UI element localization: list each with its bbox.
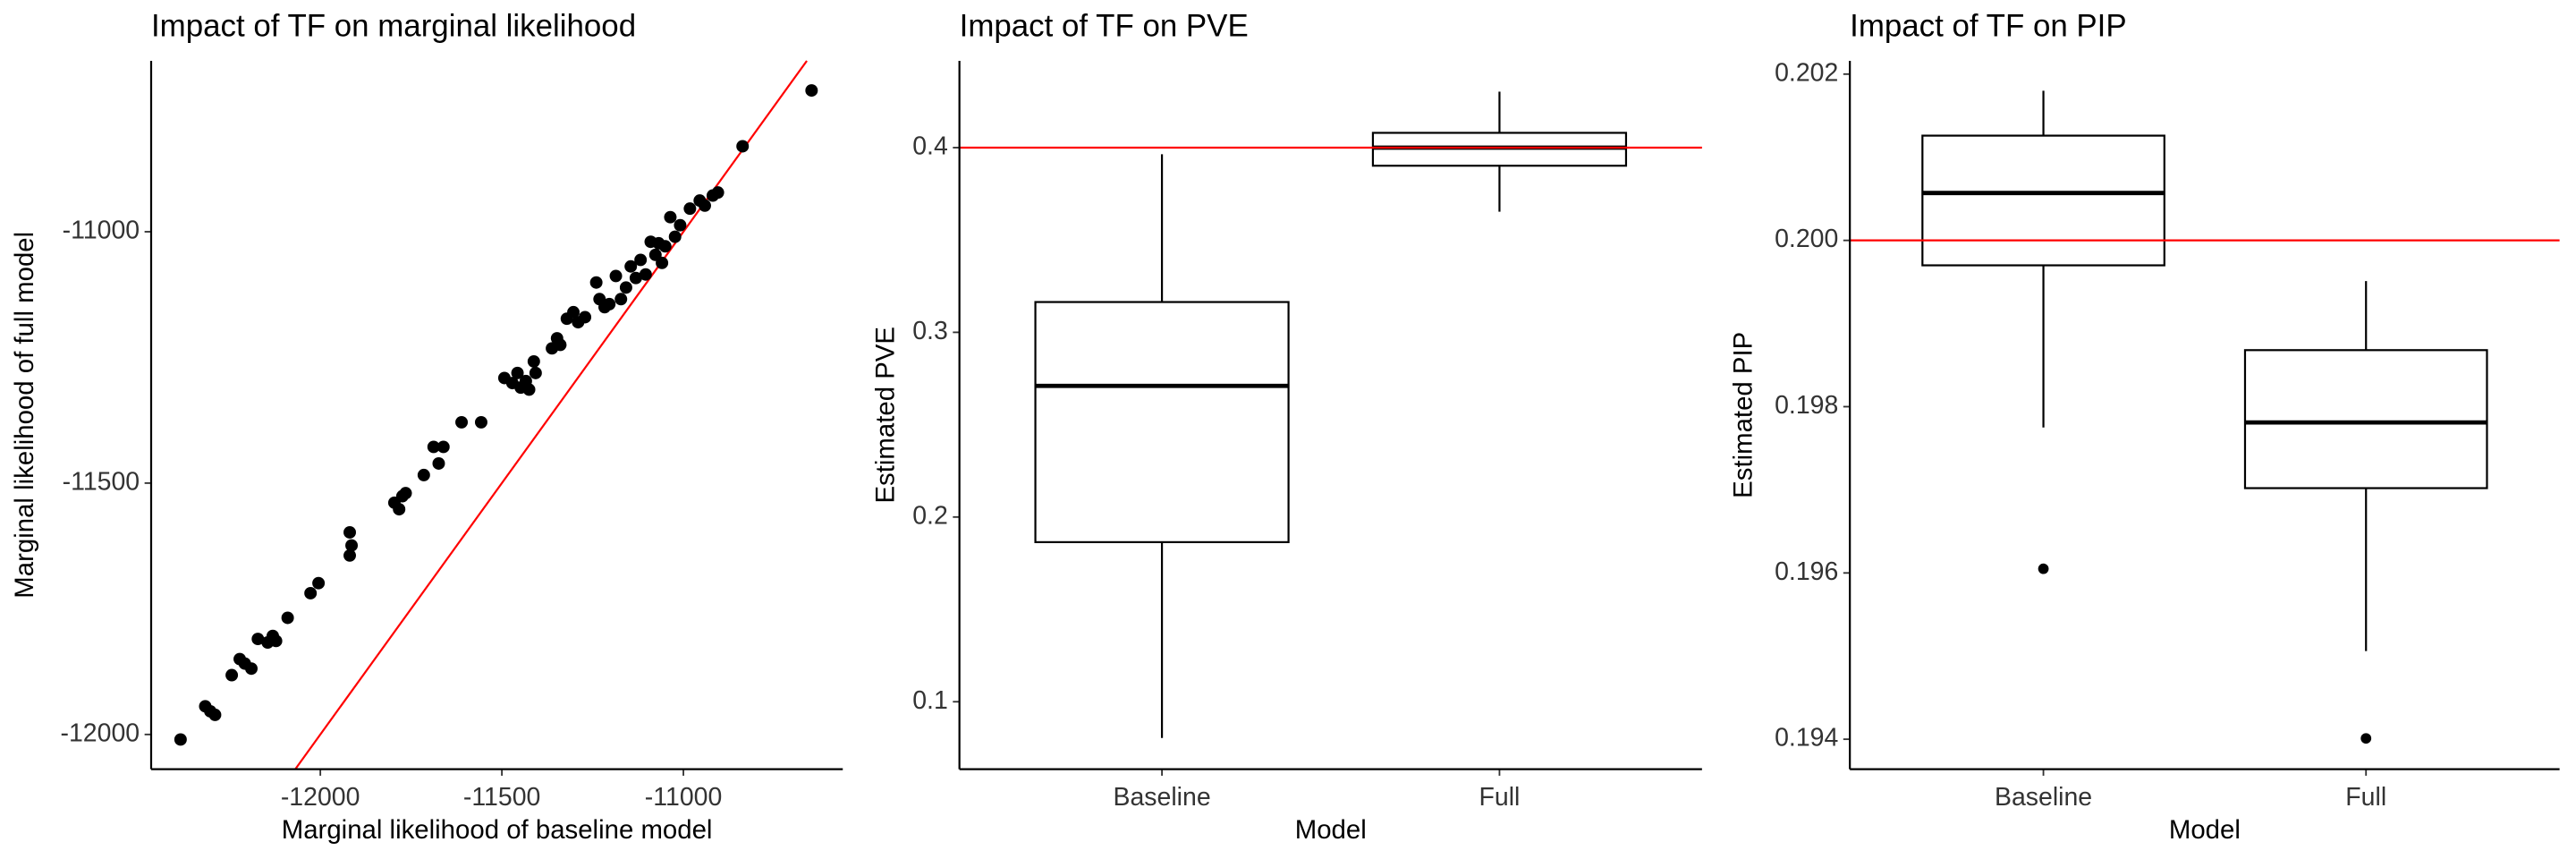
- panel-title: Impact of TF on PIP: [1850, 8, 2126, 43]
- box: [1921, 134, 2165, 267]
- y-tick-label: 0.196: [1775, 557, 1838, 586]
- point: [343, 525, 357, 539]
- x-tick-label: Full: [2345, 783, 2386, 812]
- y-tick-label: 0.2: [912, 501, 948, 530]
- point: [208, 708, 222, 721]
- point: [417, 468, 430, 481]
- y-tick-label: 0.194: [1775, 724, 1838, 753]
- point: [683, 202, 697, 216]
- point: [529, 366, 542, 379]
- point: [345, 539, 359, 552]
- y-tick-label: 0.1: [912, 686, 948, 715]
- point: [399, 487, 412, 500]
- point: [699, 199, 711, 212]
- point: [668, 230, 682, 243]
- point: [711, 186, 724, 200]
- point: [174, 733, 187, 746]
- point: [312, 576, 326, 590]
- point: [624, 259, 638, 273]
- x-axis-title: Model: [2169, 815, 2241, 845]
- y-axis-title: Marginal likelihood of full model: [10, 232, 39, 599]
- point: [805, 84, 818, 98]
- point: [527, 354, 540, 368]
- x-tick-label: Baseline: [1995, 783, 2092, 812]
- point: [251, 633, 265, 646]
- y-tick-label: 0.202: [1775, 58, 1838, 87]
- point: [511, 366, 524, 379]
- point: [304, 586, 318, 600]
- y-axis-title: Estimated PVE: [871, 327, 901, 504]
- y-tick-label: -11000: [63, 216, 140, 244]
- x-tick-label: -11500: [463, 783, 540, 812]
- point: [589, 276, 603, 289]
- panel-title: Impact of TF on marginal likelihood: [151, 8, 636, 43]
- x-tick-label: Baseline: [1113, 783, 1210, 812]
- box: [2243, 349, 2488, 489]
- outlier: [2038, 563, 2049, 574]
- y-tick-label: -12000: [61, 719, 140, 747]
- y-tick-label: 0.200: [1775, 225, 1838, 253]
- point: [664, 210, 677, 224]
- point: [269, 634, 283, 648]
- y-tick-label: -11500: [63, 467, 140, 496]
- point: [656, 256, 669, 269]
- identity-line: [294, 60, 808, 770]
- point: [474, 415, 487, 429]
- box: [1034, 301, 1290, 543]
- point: [609, 269, 623, 283]
- point: [522, 383, 536, 396]
- x-tick-label: -12000: [281, 783, 360, 812]
- y-tick-label: 0.3: [912, 317, 948, 345]
- y-tick-label: 0.198: [1775, 391, 1838, 420]
- point: [639, 268, 652, 281]
- point: [629, 271, 642, 285]
- x-axis-title: Model: [1295, 815, 1367, 845]
- point: [567, 305, 580, 319]
- point: [603, 297, 616, 310]
- point: [427, 440, 440, 454]
- point: [614, 293, 628, 306]
- point: [432, 457, 445, 470]
- point: [393, 503, 406, 516]
- point: [225, 668, 239, 682]
- outlier: [2360, 733, 2372, 744]
- point: [658, 240, 672, 253]
- y-tick-label: 0.4: [912, 132, 948, 160]
- point: [554, 338, 567, 352]
- point: [674, 218, 687, 232]
- x-tick-label: Full: [1479, 783, 1521, 812]
- point: [281, 611, 294, 625]
- point: [436, 440, 450, 454]
- panel-title: Impact of TF on PVE: [960, 8, 1249, 43]
- point: [343, 549, 357, 562]
- point: [245, 662, 258, 676]
- x-axis-title: Marginal likelihood of baseline model: [282, 815, 713, 845]
- point: [634, 253, 648, 267]
- point: [736, 140, 750, 153]
- point: [619, 281, 632, 294]
- x-tick-label: -11000: [645, 783, 722, 812]
- point: [579, 310, 592, 324]
- y-axis-title: Estimated PIP: [1728, 332, 1758, 498]
- point: [455, 415, 469, 429]
